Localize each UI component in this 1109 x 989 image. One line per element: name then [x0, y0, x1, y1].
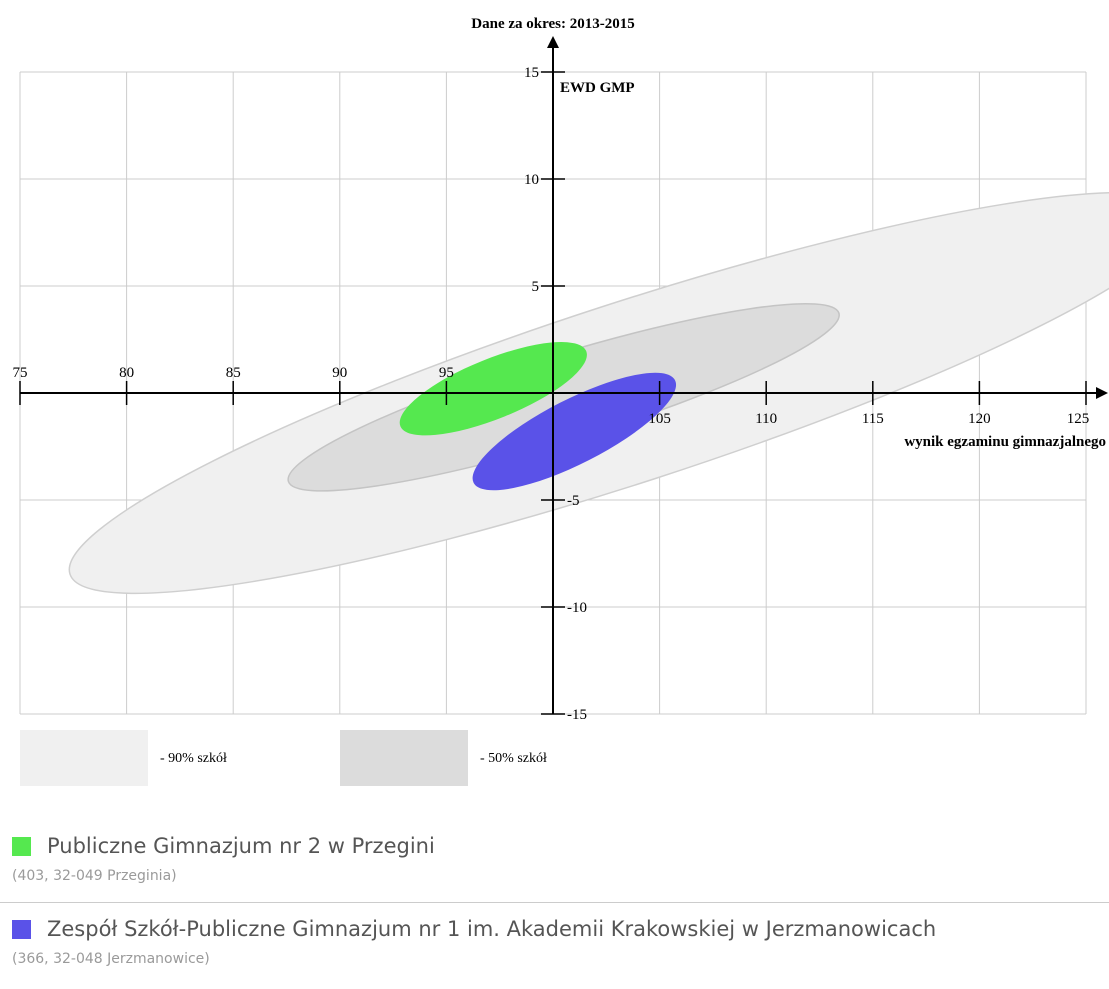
school-color-swatch [12, 919, 31, 939]
y-axis-label: EWD GMP [560, 80, 635, 96]
x-tick-label: 85 [226, 365, 241, 381]
x-tick-label: 125 [1067, 411, 1090, 427]
x-tick-label: 110 [755, 411, 777, 427]
x-tick-label: 80 [119, 365, 134, 381]
chart-title: Dane za okres: 2013-2015 [471, 16, 634, 32]
legend-swatch-50 [340, 730, 468, 786]
x-tick-label: 90 [332, 365, 347, 381]
y-axis-arrow [547, 36, 559, 48]
x-tick-label: 95 [439, 365, 454, 381]
school-name: Zespół Szkół-Publiczne Gimnazjum nr 1 im… [47, 917, 937, 941]
school-ellipse-przeginia [399, 342, 587, 436]
legend: - 90% szkół - 50% szkół [20, 730, 547, 786]
school-item-przeginia[interactable]: Publiczne Gimnazjum nr 2 w Przegini (403… [0, 828, 1109, 890]
y-tick-label: 5 [532, 279, 540, 295]
school-item-jerzmanowice[interactable]: Zespół Szkół-Publiczne Gimnazjum nr 1 im… [0, 911, 1109, 973]
school-list: Publiczne Gimnazjum nr 2 w Przegini (403… [0, 828, 1109, 973]
y-tick-label: 15 [524, 65, 539, 81]
divider [0, 902, 1109, 903]
x-axis-arrow [1096, 387, 1108, 399]
school-details: (366, 32-048 Jerzmanowice) [12, 951, 210, 967]
x-tick-label: 120 [968, 411, 991, 427]
school-details: (403, 32-049 Przeginia) [12, 868, 177, 884]
y-tick-label: 10 [524, 172, 539, 188]
school-ellipse-jerzmanowice [472, 372, 677, 491]
x-tick-label: 115 [862, 411, 884, 427]
y-tick-label: -15 [567, 707, 587, 723]
legend-label-90: - 90% szkół [160, 751, 227, 766]
x-tick-label: 75 [13, 365, 28, 381]
series [399, 342, 677, 491]
y-tick-label: -5 [567, 493, 580, 509]
school-name: Publiczne Gimnazjum nr 2 w Przegini [47, 834, 435, 858]
legend-swatch-90 [20, 730, 148, 786]
x-axis-label: wynik egzaminu gimnazjalnego [904, 434, 1106, 450]
x-tick-label: 105 [648, 411, 671, 427]
school-color-swatch [12, 836, 31, 856]
y-tick-label: -10 [567, 600, 587, 616]
legend-label-50: - 50% szkół [480, 751, 547, 766]
